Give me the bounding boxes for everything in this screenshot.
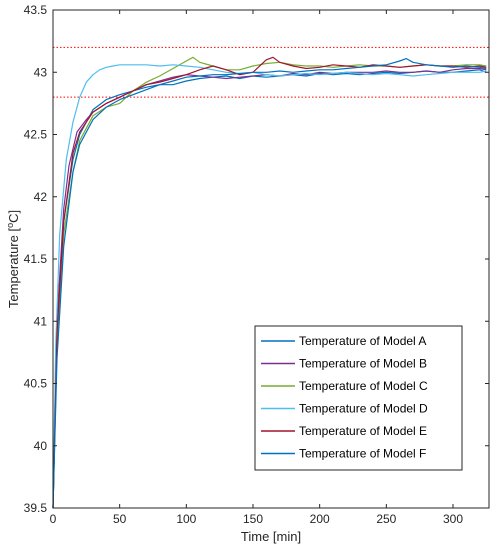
x-tick-label: 250 bbox=[376, 512, 396, 526]
y-tick-label: 40 bbox=[34, 439, 48, 453]
x-tick-label: 200 bbox=[310, 512, 330, 526]
y-axis-ticks: 39.5 40 40.5 41 41.5 42 42.5 43 43.5 bbox=[24, 3, 489, 515]
y-axis-label-unit: C] bbox=[6, 210, 21, 223]
y-axis-label-superscript: o bbox=[5, 223, 15, 228]
y-tick-label: 43 bbox=[34, 65, 48, 79]
x-tick-label: 300 bbox=[443, 512, 463, 526]
y-tick-label: 43.5 bbox=[24, 3, 48, 17]
legend-box bbox=[254, 325, 463, 471]
series-line-f bbox=[52, 57, 487, 509]
x-tick-label: 100 bbox=[176, 512, 196, 526]
y-tick-label: 41.5 bbox=[24, 252, 48, 266]
x-tick-label: 50 bbox=[113, 512, 127, 526]
x-tick-label: 0 bbox=[50, 512, 57, 526]
legend-item-label: Temperature of Model F bbox=[299, 447, 426, 461]
y-tick-label: 40.5 bbox=[24, 377, 48, 391]
y-tick-label: 42.5 bbox=[24, 128, 48, 142]
reference-lines bbox=[53, 46, 489, 98]
y-tick-label: 41 bbox=[34, 314, 48, 328]
legend-item-label: Temperature of Model B bbox=[299, 357, 427, 371]
legend: Temperature of Model A Temperature of Mod… bbox=[254, 325, 463, 471]
y-axis-label: Temperature [oC] bbox=[5, 210, 21, 308]
series-layer bbox=[52, 56, 487, 509]
y-tick-label: 42 bbox=[34, 190, 48, 204]
series-line-d bbox=[52, 64, 487, 509]
y-axis-label-main: Temperature [ bbox=[6, 228, 21, 309]
legend-item-label: Temperature of Model D bbox=[299, 402, 428, 416]
legend-item-label: Temperature of Model C bbox=[299, 379, 428, 393]
legend-item-label: Temperature of Model E bbox=[299, 424, 427, 438]
x-axis-label: Time [min] bbox=[241, 529, 301, 544]
series-line-e bbox=[52, 56, 487, 509]
x-tick-label: 150 bbox=[243, 512, 263, 526]
x-axis-ticks: 0 50 100 150 200 250 300 bbox=[50, 10, 463, 526]
y-tick-label: 39.5 bbox=[24, 501, 48, 515]
legend-item-label: Temperature of Model A bbox=[299, 334, 426, 348]
